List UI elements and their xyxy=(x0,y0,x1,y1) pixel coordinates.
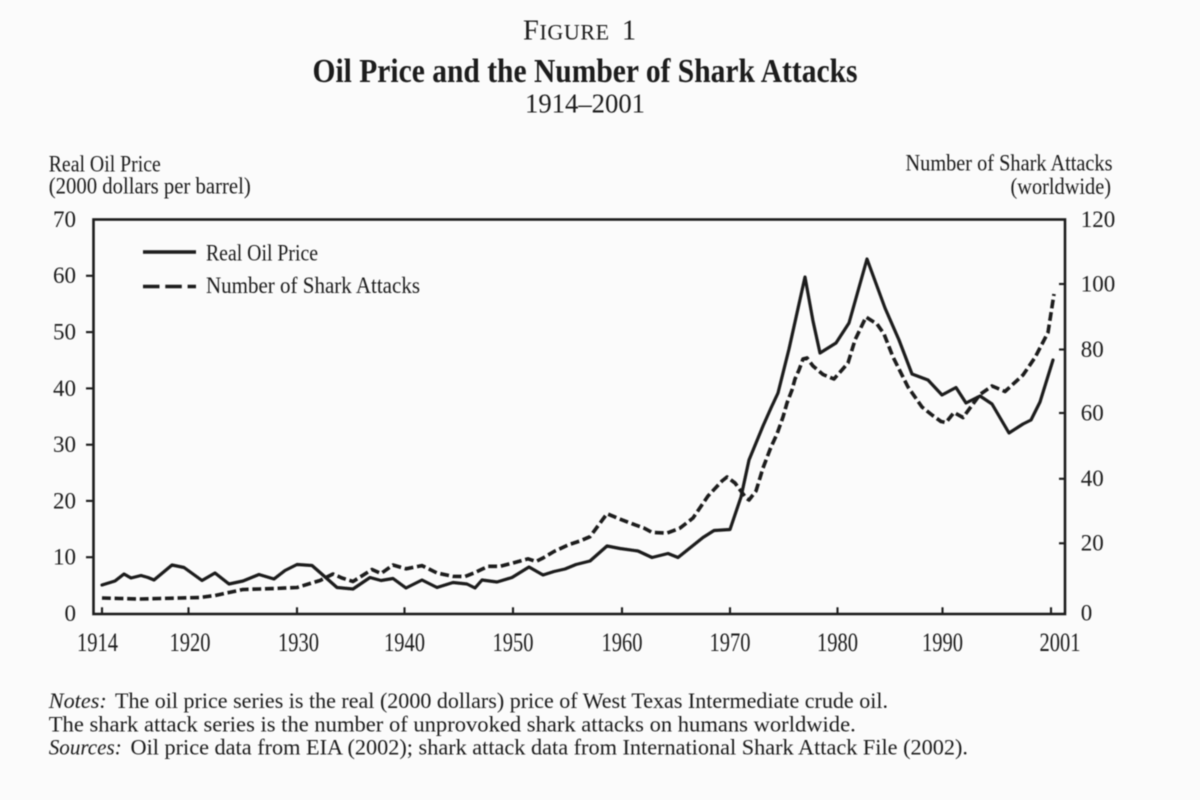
svg-text:Number of Shark Attacks: Number of Shark Attacks xyxy=(906,151,1113,176)
svg-text:0: 0 xyxy=(65,601,77,626)
svg-text:1950: 1950 xyxy=(493,627,534,657)
svg-text:Oil price data from EIA (2002): Oil price data from EIA (2002); shark at… xyxy=(131,735,969,760)
svg-text:Sources:: Sources: xyxy=(49,735,122,760)
svg-text:2001: 2001 xyxy=(1040,627,1081,657)
svg-text:50: 50 xyxy=(53,320,76,345)
svg-text:(2000 dollars per barrel): (2000 dollars per barrel) xyxy=(49,174,251,199)
svg-text:40: 40 xyxy=(1081,466,1104,491)
svg-text:70: 70 xyxy=(53,207,76,232)
svg-text:Oil Price and the Number of Sh: Oil Price and the Number of Shark Attack… xyxy=(313,53,858,90)
svg-text:1980: 1980 xyxy=(817,627,858,657)
svg-text:1960: 1960 xyxy=(602,627,643,657)
svg-text:0: 0 xyxy=(1081,601,1093,626)
svg-text:Number of Shark Attacks: Number of Shark Attacks xyxy=(206,273,420,298)
svg-text:FIGURE 1: FIGURE 1 xyxy=(523,16,637,47)
svg-text:80: 80 xyxy=(1081,337,1104,362)
svg-text:Real Oil Price: Real Oil Price xyxy=(49,151,161,176)
svg-text:1990: 1990 xyxy=(922,627,963,657)
svg-text:120: 120 xyxy=(1081,207,1116,232)
svg-text:1940: 1940 xyxy=(384,627,425,657)
svg-text:The shark attack series is the: The shark attack series is the number of… xyxy=(49,711,856,736)
svg-text:Notes:: Notes: xyxy=(48,688,107,713)
svg-text:1914: 1914 xyxy=(77,627,118,657)
svg-text:1914–2001: 1914–2001 xyxy=(525,89,645,119)
svg-text:The oil price series is the re: The oil price series is the real (2000 d… xyxy=(115,688,888,713)
svg-text:1920: 1920 xyxy=(170,627,211,657)
svg-text:60: 60 xyxy=(1081,400,1104,425)
svg-text:30: 30 xyxy=(53,432,76,457)
svg-text:40: 40 xyxy=(53,376,76,401)
svg-text:20: 20 xyxy=(53,488,76,513)
svg-text:10: 10 xyxy=(53,545,76,570)
svg-text:1930: 1930 xyxy=(278,627,319,657)
svg-text:20: 20 xyxy=(1081,531,1104,556)
svg-text:1970: 1970 xyxy=(710,627,751,657)
svg-text:Real Oil Price: Real Oil Price xyxy=(206,241,318,266)
svg-text:100: 100 xyxy=(1081,271,1116,296)
svg-text:(worldwide): (worldwide) xyxy=(1011,174,1112,199)
svg-text:60: 60 xyxy=(53,263,76,288)
